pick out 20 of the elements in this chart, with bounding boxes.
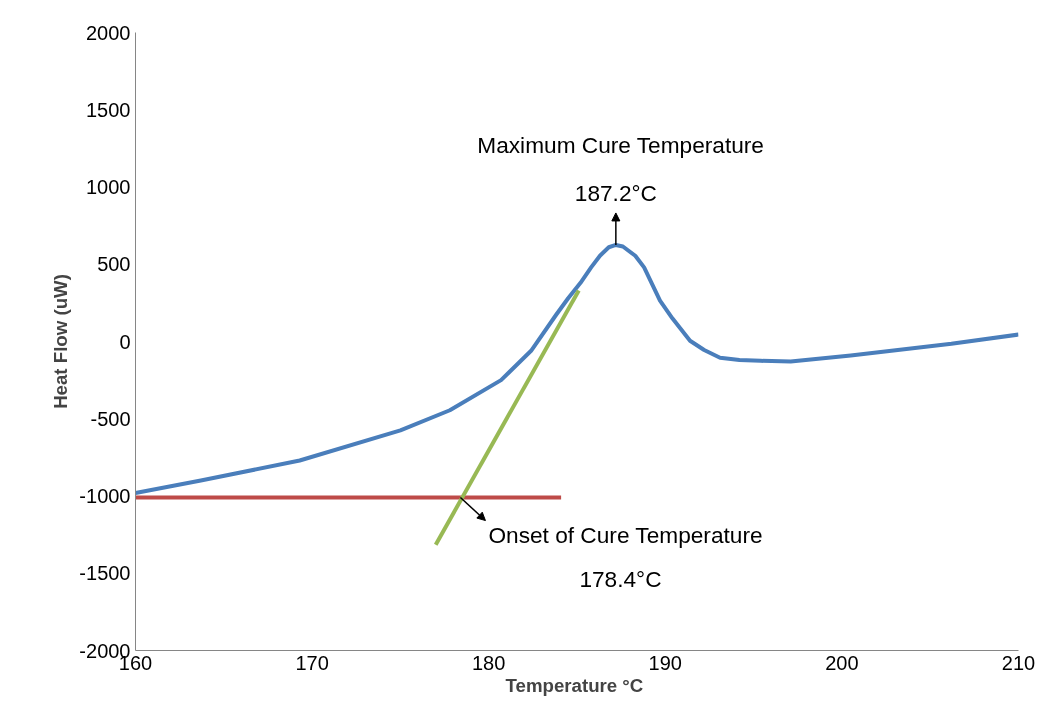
annotation: 187.2°C — [574, 179, 657, 206]
y-tick-label: -1000 — [79, 485, 131, 507]
y-tick-label: -500 — [90, 407, 131, 430]
x-axis-title: Temperature °C — [505, 674, 644, 696]
x-tick-label: 210 — [1001, 651, 1036, 674]
y-tick-label: 2000 — [86, 21, 131, 44]
annotation: Onset of Cure Temperature — [488, 521, 763, 548]
annotation: 178.4°C — [579, 565, 662, 592]
y-tick-label: 1000 — [86, 176, 131, 198]
line-series — [135, 242, 1019, 495]
y-tick-label: 1500 — [86, 98, 131, 121]
x-tick-label: 180 — [472, 651, 506, 674]
x-tick-label: 170 — [295, 651, 329, 674]
y-tick-label: 0 — [119, 330, 131, 353]
y-tick-label: -1500 — [79, 562, 131, 585]
y-tick-label: 500 — [97, 253, 131, 276]
y-axis-title: Heat Flow (uW) — [50, 274, 72, 409]
x-tick-label: 190 — [648, 651, 682, 674]
x-tick-label: 200 — [825, 651, 859, 674]
annotation: Maximum Cure Temperature — [477, 131, 764, 158]
